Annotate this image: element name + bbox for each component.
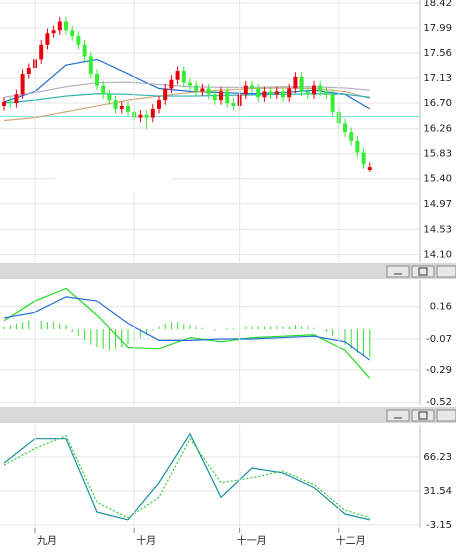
candle-body (95, 73, 99, 86)
y-tick-label: 66.23 (423, 452, 452, 463)
candle-body (188, 82, 192, 86)
candle-body (367, 167, 372, 171)
candle-body (20, 73, 25, 95)
candle-body (355, 140, 360, 153)
y-tick-label: -0.29 (426, 365, 452, 376)
y-tick-label: 14.53 (423, 224, 452, 235)
close-button[interactable] (436, 409, 456, 422)
candle-body (312, 85, 316, 95)
x-tick-label: 十二月 (336, 534, 366, 547)
y-tick-label: 16.70 (423, 98, 452, 109)
minimize-button[interactable] (386, 265, 410, 278)
candle-body (287, 88, 292, 98)
candle-body (39, 44, 44, 60)
indicator-line (3, 432, 370, 521)
tooltip-box (55, 157, 170, 193)
candle-body (150, 108, 155, 118)
y-tick-label: 18.42 (423, 0, 452, 9)
candle-body (82, 44, 87, 57)
indicator-line (3, 296, 371, 361)
candle-body (181, 71, 186, 83)
candle-body (299, 76, 304, 92)
candle-body (57, 21, 62, 31)
y-tick-label: 14.97 (423, 199, 452, 210)
y-tick-label: 0.16 (430, 302, 452, 313)
candle-body (330, 94, 335, 112)
close-button[interactable] (436, 265, 456, 278)
x-tick-label: 十月 (136, 534, 156, 547)
indicator-line (3, 434, 370, 519)
candle-body (157, 100, 161, 109)
candle-body (70, 30, 75, 37)
candle-body (343, 123, 347, 133)
candle-body (194, 85, 199, 92)
candle-body (361, 152, 366, 165)
candle-body (281, 91, 285, 98)
panel-bar (0, 263, 456, 279)
candle-body (262, 91, 267, 98)
candle-body (126, 105, 130, 112)
candle-body (293, 76, 298, 89)
candle-body (64, 21, 68, 31)
y-tick-label: 15.83 (423, 149, 452, 160)
candle-body (250, 85, 254, 89)
y-tick-label: 17.13 (423, 73, 452, 84)
candle-body (219, 91, 223, 101)
y-tick-label: -0.07 (426, 334, 452, 345)
x-tick-label: 九月 (37, 535, 57, 547)
y-tick-label: 31.54 (423, 486, 452, 497)
y-tick-label: 16.26 (423, 124, 452, 135)
y-tick-label: 15.40 (423, 174, 452, 185)
maximize-button[interactable] (411, 409, 435, 422)
y-tick-label: -0.52 (426, 397, 452, 408)
candle-body (212, 94, 217, 101)
candle-body (349, 132, 354, 141)
y-tick-label: 17.99 (423, 23, 452, 34)
candle-body (101, 85, 106, 95)
y-tick-label: 17.56 (423, 48, 452, 59)
candle-body (225, 91, 230, 104)
candle-body (318, 85, 323, 92)
candle-body (324, 91, 329, 95)
candle-body (231, 103, 236, 106)
candle-body (274, 91, 279, 95)
candle-body (175, 71, 180, 80)
maximize-button[interactable] (411, 265, 435, 278)
indicator-line (3, 287, 371, 379)
x-tick-label: 十一月 (237, 534, 267, 547)
y-tick-label: -3.15 (426, 520, 452, 531)
candle-body (144, 114, 149, 118)
candle-body (169, 79, 174, 89)
candle-body (206, 88, 211, 95)
candle-body (107, 94, 112, 101)
candle-body (45, 33, 50, 45)
y-tick-label: 14.10 (423, 249, 452, 260)
candle-body (26, 68, 31, 74)
candle-body (113, 100, 118, 109)
candle-body (51, 30, 56, 34)
candle-body (2, 101, 6, 106)
candle-body (119, 105, 124, 109)
panel-bar (0, 407, 456, 423)
candle-body (305, 91, 310, 95)
candle-body (8, 101, 13, 104)
candle-body (76, 36, 81, 45)
candle-body (268, 91, 273, 95)
candle-body (163, 88, 168, 101)
candle-body (200, 88, 205, 92)
candle-body (138, 114, 143, 118)
candle-body (243, 85, 248, 95)
minimize-button[interactable] (386, 409, 410, 422)
candle-body (14, 94, 19, 104)
candle-body (88, 56, 93, 74)
candle-body (256, 88, 261, 98)
